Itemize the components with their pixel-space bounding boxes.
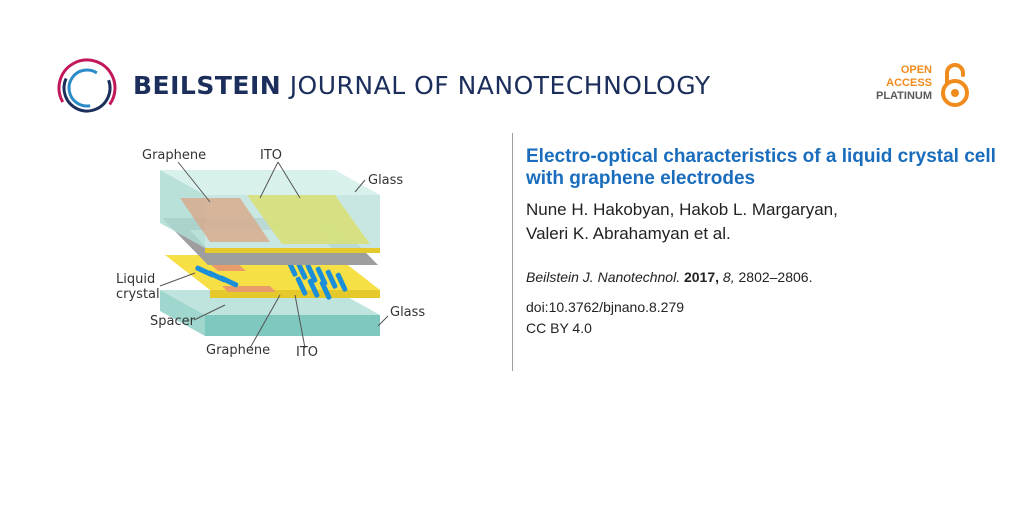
- header: BEILSTEIN JOURNAL OF NANOTECHNOLOGY OPEN…: [0, 0, 1024, 120]
- label-glass-top: Glass: [368, 173, 403, 188]
- license: CC BY 4.0: [526, 320, 592, 336]
- authors-line-1: Nune H. Hakobyan, Hakob L. Margaryan,: [526, 200, 838, 219]
- bottom-glass-front: [205, 315, 380, 336]
- bottom-graphene-patch-1: [210, 264, 246, 271]
- top-graphene-plate: [180, 198, 270, 242]
- citation-pages: 2802–2806.: [738, 269, 813, 285]
- label-liquid: Liquid: [116, 272, 155, 287]
- label-ito-top: ITO: [260, 148, 282, 163]
- journal-title[interactable]: BEILSTEIN JOURNAL OF NANOTECHNOLOGY: [133, 71, 711, 100]
- liquid-crystal-molecules: [195, 257, 348, 300]
- citation: Beilstein J. Nanotechnol. 2017, 8, 2802–…: [526, 268, 996, 286]
- doi-link[interactable]: doi:10.3762/bjnano.8.279: [526, 299, 685, 315]
- graphical-abstract: Graphene ITO Glass Liquid crystal Spacer…: [110, 140, 450, 380]
- beilstein-logo-icon[interactable]: [56, 57, 118, 119]
- article-info: Electro-optical characteristics of a liq…: [526, 146, 996, 337]
- oa-platinum-text: PLATINUM: [875, 90, 932, 102]
- citation-year: 2017,: [683, 269, 720, 285]
- oa-open-text: OPEN: [900, 64, 932, 76]
- label-spacer: Spacer: [150, 314, 196, 329]
- label-leader-lines: [159, 161, 389, 349]
- journal-abbrev: Beilstein J. Nanotechnol.: [526, 269, 681, 285]
- journal-name-bold: BEILSTEIN: [133, 71, 282, 100]
- lc-cell-diagram: Graphene ITO Glass Liquid crystal Spacer…: [116, 148, 425, 360]
- article-title[interactable]: Electro-optical characteristics of a liq…: [526, 146, 996, 189]
- journal-name-rest: JOURNAL OF NANOTECHNOLOGY: [289, 71, 711, 100]
- top-glass-side: [160, 170, 205, 248]
- bottom-graphene-patch-2: [222, 286, 276, 292]
- open-lock-icon: [941, 63, 969, 107]
- top-ito-edge: [205, 248, 380, 253]
- top-glass-top: [160, 170, 380, 195]
- authors-line-2: Valeri K. Abrahamyan et al.: [526, 224, 731, 243]
- citation-volume: 8,: [722, 269, 735, 285]
- label-graphene-bottom: Graphene: [206, 343, 270, 358]
- top-ito-plate: [247, 195, 370, 244]
- oa-access-text: ACCESS: [886, 77, 932, 89]
- label-crystal: crystal: [116, 287, 160, 302]
- open-access-badge: OPEN ACCESS PLATINUM: [862, 63, 972, 110]
- label-ito-bottom: ITO: [296, 345, 318, 360]
- label-glass-bottom: Glass: [390, 305, 425, 320]
- bottom-glass-side: [160, 290, 205, 336]
- authors: Nune H. Hakobyan, Hakob L. Margaryan, Va…: [526, 198, 996, 246]
- label-graphene-top: Graphene: [142, 148, 206, 163]
- vertical-divider: [512, 133, 513, 371]
